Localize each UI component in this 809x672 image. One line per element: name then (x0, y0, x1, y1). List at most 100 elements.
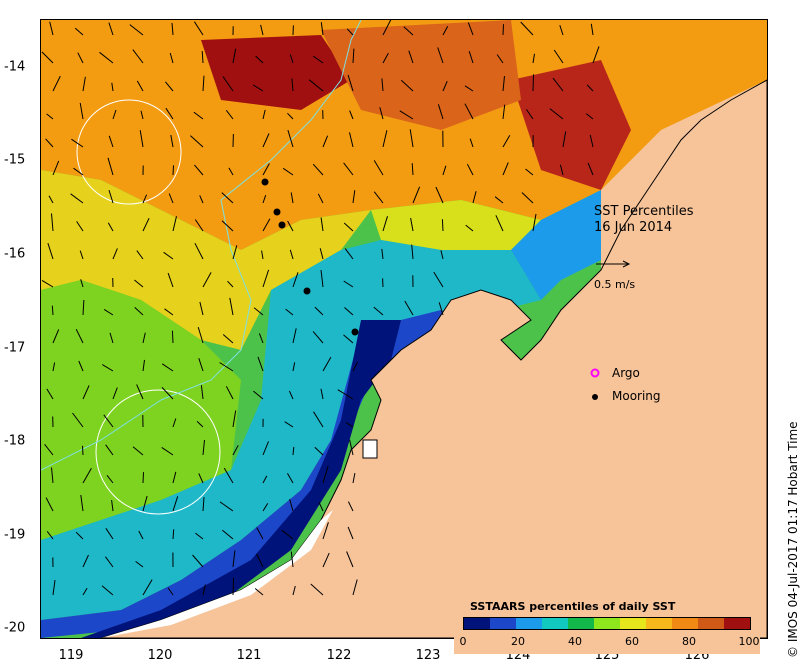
current-vector (287, 220, 294, 232)
current-vector (440, 250, 444, 260)
scale-label: 0.5 m/s (594, 278, 636, 291)
yellow-zone-2 (371, 200, 541, 250)
current-vector (73, 167, 84, 176)
current-vector (285, 308, 294, 316)
current-vector (592, 46, 600, 64)
current-vector (262, 218, 271, 232)
current-vector (313, 411, 324, 428)
current-vector (410, 217, 414, 232)
current-vector (171, 22, 174, 36)
mooring-marker (351, 328, 359, 336)
current-vector (48, 195, 54, 204)
current-vector (44, 443, 54, 456)
y-tick-label: -14 (4, 59, 26, 75)
current-vector (142, 332, 146, 344)
current-vector (433, 271, 444, 288)
current-vector (78, 360, 84, 372)
current-vector (257, 356, 264, 372)
current-vector (553, 49, 564, 64)
current-vector (171, 330, 174, 344)
current-vector (399, 110, 414, 120)
current-vector (262, 502, 269, 512)
current-vector (170, 134, 174, 148)
current-vector (255, 55, 264, 64)
current-vector (202, 584, 206, 596)
current-vector (136, 250, 144, 260)
current-vector (132, 446, 144, 456)
mooring-marker (261, 178, 269, 186)
current-vector (290, 192, 294, 204)
current-vector (322, 522, 329, 540)
current-vector (165, 107, 174, 120)
current-vector (262, 133, 270, 148)
current-vector (262, 475, 268, 484)
current-vector (190, 135, 204, 148)
map-frame (40, 19, 768, 639)
current-vector (132, 49, 144, 64)
current-vector (228, 167, 234, 176)
current-vector (262, 441, 269, 456)
current-vector (381, 248, 384, 260)
current-vector (284, 421, 294, 428)
current-vector (253, 307, 264, 316)
current-vector (79, 102, 84, 120)
current-vector (232, 445, 239, 456)
current-vector (373, 306, 384, 316)
current-vector (585, 113, 594, 120)
current-vector (494, 196, 504, 204)
current-vector (349, 439, 354, 456)
current-vector (82, 554, 89, 568)
current-vector (107, 157, 114, 176)
current-vector (139, 130, 144, 148)
mooring-legend-label: Mooring (612, 389, 661, 403)
x-tick-label: 119 (58, 648, 84, 663)
current-vector (46, 530, 54, 540)
current-vector (227, 280, 234, 288)
current-vector (587, 162, 594, 176)
current-vector (112, 109, 117, 120)
current-vector (104, 556, 114, 568)
current-vector (559, 164, 564, 176)
y-tick-label: -15 (4, 152, 26, 168)
current-vector (289, 54, 294, 64)
colorbar-segment (490, 618, 516, 629)
current-vector (337, 389, 354, 400)
current-vector (41, 51, 54, 64)
current-vector (590, 23, 594, 36)
current-vector (106, 474, 114, 484)
current-vector (142, 495, 148, 512)
current-vector (465, 224, 474, 232)
current-vector (111, 82, 114, 92)
y-tick-label: -16 (4, 246, 26, 262)
current-vector (52, 75, 61, 92)
current-vector (411, 163, 414, 176)
current-vector (223, 467, 234, 484)
current-vector (521, 192, 534, 204)
current-vector (134, 279, 144, 288)
current-vector (437, 47, 444, 64)
current-vector (586, 84, 594, 92)
current-vector (469, 138, 474, 148)
current-vector (262, 269, 270, 288)
current-vector (442, 81, 448, 92)
current-vector (219, 362, 234, 372)
current-vector (103, 414, 114, 428)
x-tick-label: 120 (147, 648, 173, 663)
map-date: 16 Jun 2014 (594, 220, 673, 235)
current-vector (108, 135, 114, 148)
current-vector (112, 248, 118, 260)
current-vector (225, 386, 234, 400)
current-vector (287, 129, 294, 148)
current-vector (322, 356, 332, 372)
current-vector (82, 468, 92, 484)
current-vector (105, 444, 114, 456)
current-vector (193, 21, 204, 36)
current-vector (344, 307, 354, 316)
current-vector (197, 326, 204, 344)
current-vector (45, 138, 54, 148)
current-vector (292, 272, 299, 288)
current-vector (47, 243, 54, 260)
current-vector (72, 412, 84, 428)
current-vector (495, 215, 504, 232)
current-vector (282, 167, 294, 176)
